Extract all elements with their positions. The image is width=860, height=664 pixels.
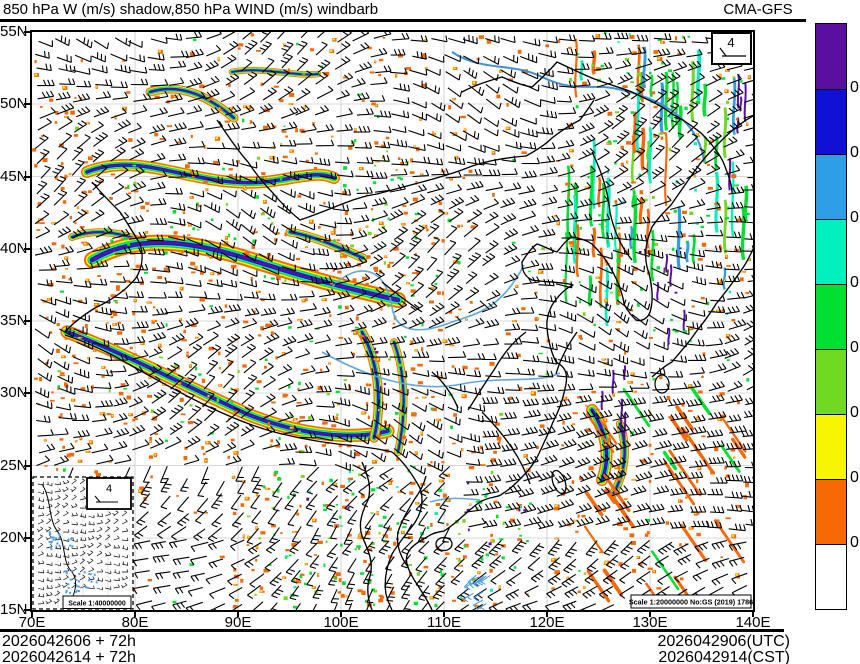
- x-axis-label: 100E: [323, 614, 359, 631]
- y-axis-label: 15N: [0, 601, 28, 618]
- svg-text:4: 4: [727, 35, 734, 50]
- y-axis-label: 55N: [0, 23, 28, 40]
- x-axis-tick: [752, 612, 754, 617]
- colorbar-label: 0.03: [850, 469, 860, 486]
- y-axis-tick: [24, 320, 30, 322]
- x-axis-label: 110E: [427, 614, 461, 631]
- colorbar-label: 0.15: [850, 79, 860, 96]
- x-axis-tick: [649, 612, 651, 617]
- colorbar: [815, 23, 847, 610]
- x-axis-tick: [546, 612, 548, 617]
- init-time-label-1: 2026042606 + 72h: [2, 633, 136, 650]
- x-axis-label: 90E: [224, 614, 252, 631]
- init-time-label-2: 2026042614 + 72h: [2, 649, 136, 664]
- svg-text:Scale 1:40000000: Scale 1:40000000: [68, 601, 126, 608]
- footer-divider: [0, 629, 784, 632]
- x-axis-label: 80E: [121, 614, 149, 631]
- y-axis-tick: [24, 536, 30, 539]
- y-axis-tick: [24, 392, 30, 395]
- colorbar-segment: [816, 219, 846, 284]
- colorbar-segment: [816, 89, 846, 154]
- valid-time-utc-label: 2026042906(UTC): [657, 633, 790, 650]
- valid-time-cst-label: 2026042914(CST): [658, 649, 790, 664]
- colorbar-segment: [816, 544, 846, 609]
- y-axis-label: 40N: [0, 239, 28, 257]
- y-axis-tick: [24, 31, 30, 33]
- y-axis-label: 45N: [0, 167, 28, 185]
- map-canvas: 4 Scale 1:40000000 4 Scale 1:20000000 No:GS…: [30, 30, 755, 612]
- colorbar-label: 0.09: [850, 274, 860, 291]
- page-title: 850 hPa W (m/s) shadow,850 hPa WIND (m/s…: [3, 1, 379, 18]
- x-axis-label: 130E: [632, 614, 668, 631]
- x-axis-tick: [443, 612, 445, 617]
- svg-text:Scale 1:20000000 No:GS (2019): Scale 1:20000000 No:GS (2019) 1786: [629, 598, 753, 607]
- colorbar-label: 0.05: [850, 404, 860, 421]
- y-axis-label: 50N: [0, 95, 28, 113]
- y-axis-tick: [24, 103, 30, 106]
- x-axis-tick: [340, 612, 342, 617]
- y-axis-label: 35N: [0, 312, 28, 329]
- y-axis-label: 30N: [0, 384, 28, 402]
- x-axis-tick: [237, 612, 239, 617]
- colorbar-label: 0.01: [850, 534, 860, 551]
- colorbar-segment: [816, 154, 846, 219]
- x-axis-label: 120E: [529, 614, 565, 631]
- y-axis-tick: [24, 175, 30, 178]
- colorbar-segment: [816, 349, 846, 414]
- y-axis-tick: [24, 609, 30, 611]
- map-plot: 4 Scale 1:40000000 4 Scale 1:20000000 No:GS…: [32, 32, 753, 610]
- header-divider: [0, 19, 806, 22]
- colorbar-segment: [816, 24, 846, 89]
- y-axis-tick: [24, 247, 30, 250]
- svg-text:4: 4: [106, 483, 112, 495]
- y-axis-tick: [24, 464, 30, 467]
- colorbar-label: 0.13: [850, 144, 860, 161]
- y-axis-label: 20N: [0, 528, 28, 546]
- y-axis-label: 25N: [0, 456, 28, 474]
- x-axis-tick: [134, 612, 136, 617]
- colorbar-label: 0.07: [850, 339, 860, 356]
- x-axis-label: 140E: [735, 614, 771, 631]
- colorbar-segment: [816, 414, 846, 479]
- model-label: CMA-GFS: [723, 1, 793, 18]
- colorbar-segment: [816, 284, 846, 349]
- x-axis-label: 70E: [18, 614, 46, 631]
- colorbar-segment: [816, 479, 846, 544]
- x-axis-tick: [31, 612, 33, 617]
- colorbar-label: 0.11: [850, 209, 860, 226]
